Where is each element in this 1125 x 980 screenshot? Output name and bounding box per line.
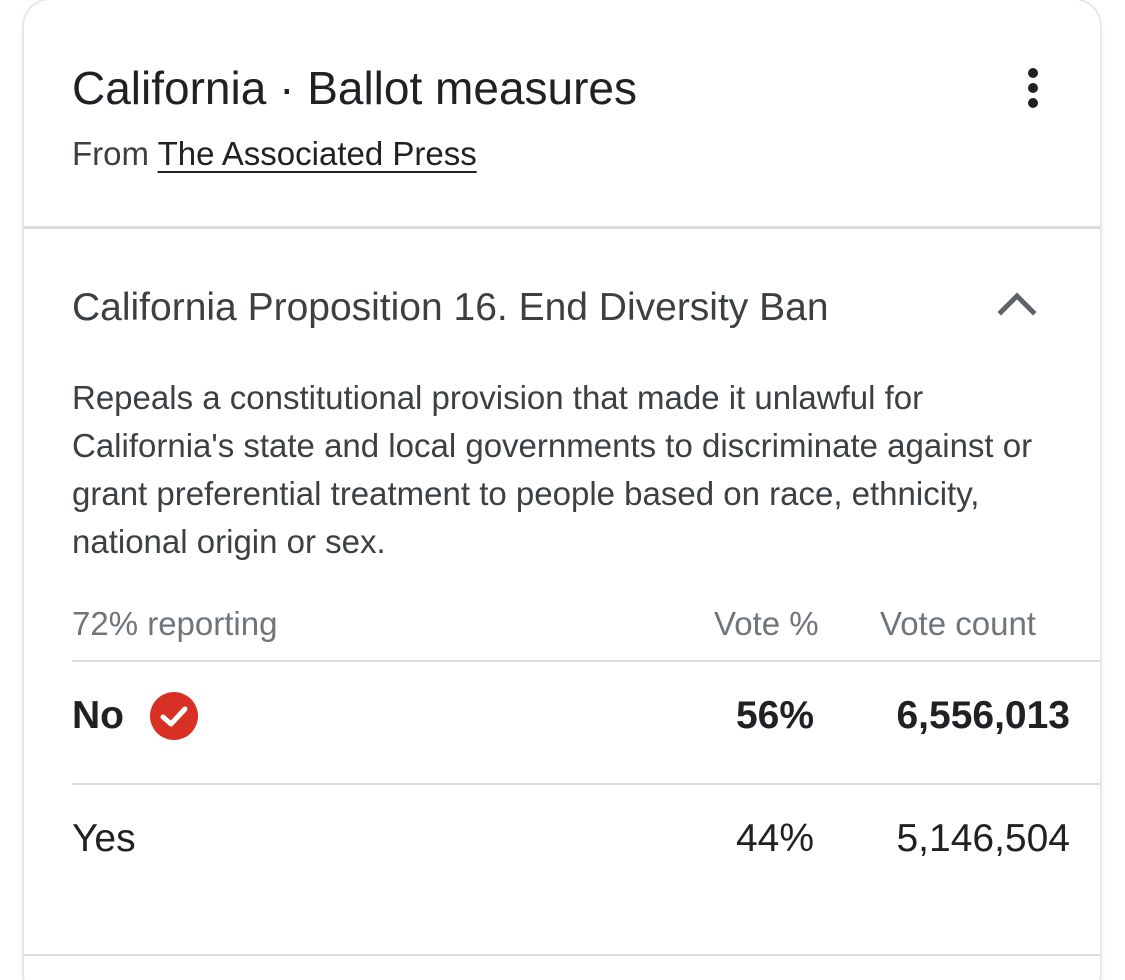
source-prefix: From (72, 135, 158, 172)
option-label: No (72, 694, 124, 737)
source-line: From The Associated Press (72, 133, 477, 175)
vote-count: 6,556,013 (896, 694, 1070, 737)
vote-count: 5,146,504 (896, 817, 1070, 860)
result-row-no: No 56% 6,556,013 (24, 662, 1100, 762)
divider (72, 660, 1100, 662)
card-header: California · Ballot measures From The As… (24, 0, 1100, 229)
column-header-vote-pct: Vote % (714, 605, 819, 642)
card-title: California · Ballot measures (72, 62, 638, 114)
reporting-status: 72% reporting (72, 605, 278, 642)
divider (72, 783, 1100, 785)
measure-description: Repeals a constitutional provision that … (72, 379, 1033, 560)
vote-percent: 44% (735, 817, 814, 860)
option-label: Yes (72, 817, 136, 860)
ballot-measures-card: California · Ballot measures From The As… (24, 0, 1100, 980)
chevron-up-icon[interactable] (992, 280, 1042, 324)
check-circle-icon (150, 692, 198, 740)
more-vert-icon[interactable] (1014, 66, 1054, 110)
result-row-yes: Yes 44% 5,146,504 (24, 785, 1100, 885)
divider (24, 954, 1100, 956)
column-header-vote-count: Vote count (880, 605, 1036, 642)
source-link[interactable]: The Associated Press (157, 135, 477, 172)
measure-title: California Proposition 16. End Diversity… (72, 286, 829, 329)
vote-percent: 56% (735, 694, 814, 737)
